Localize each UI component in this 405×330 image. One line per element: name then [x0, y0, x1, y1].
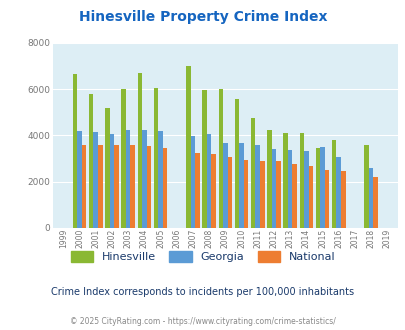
Bar: [363, 145, 368, 228]
Bar: [121, 89, 126, 228]
Bar: [93, 132, 98, 228]
Bar: [98, 145, 102, 228]
Bar: [250, 118, 255, 228]
Bar: [299, 133, 303, 228]
Bar: [324, 170, 328, 228]
Bar: [308, 167, 312, 228]
Bar: [195, 152, 199, 228]
Text: Crime Index corresponds to incidents per 100,000 inhabitants: Crime Index corresponds to incidents per…: [51, 287, 354, 297]
Bar: [105, 108, 109, 228]
Bar: [283, 133, 287, 228]
Bar: [303, 151, 308, 228]
Text: © 2025 CityRating.com - https://www.cityrating.com/crime-statistics/: © 2025 CityRating.com - https://www.city…: [70, 317, 335, 326]
Bar: [331, 140, 336, 228]
Text: Hinesville Property Crime Index: Hinesville Property Crime Index: [79, 10, 326, 24]
Bar: [259, 161, 264, 228]
Bar: [158, 131, 162, 228]
Bar: [185, 66, 190, 228]
Legend: Hinesville, Georgia, National: Hinesville, Georgia, National: [66, 247, 339, 266]
Bar: [218, 89, 222, 228]
Bar: [146, 146, 151, 228]
Bar: [137, 73, 142, 228]
Bar: [162, 148, 167, 228]
Bar: [77, 131, 81, 228]
Bar: [336, 157, 340, 228]
Bar: [142, 129, 146, 228]
Bar: [211, 154, 215, 228]
Bar: [373, 177, 377, 228]
Bar: [190, 137, 195, 228]
Bar: [275, 161, 280, 228]
Bar: [243, 160, 248, 228]
Bar: [72, 74, 77, 228]
Bar: [266, 129, 271, 228]
Bar: [239, 143, 243, 228]
Bar: [271, 149, 275, 228]
Bar: [202, 90, 207, 228]
Bar: [109, 134, 114, 228]
Bar: [207, 134, 211, 228]
Bar: [255, 145, 259, 228]
Bar: [227, 157, 232, 228]
Bar: [315, 148, 320, 228]
Bar: [292, 164, 296, 228]
Bar: [126, 129, 130, 228]
Bar: [287, 150, 292, 228]
Bar: [222, 143, 227, 228]
Bar: [340, 171, 345, 228]
Bar: [114, 145, 118, 228]
Bar: [234, 100, 239, 228]
Bar: [153, 88, 158, 228]
Bar: [368, 168, 373, 228]
Bar: [81, 145, 86, 228]
Bar: [89, 94, 93, 228]
Bar: [130, 145, 134, 228]
Bar: [320, 147, 324, 228]
